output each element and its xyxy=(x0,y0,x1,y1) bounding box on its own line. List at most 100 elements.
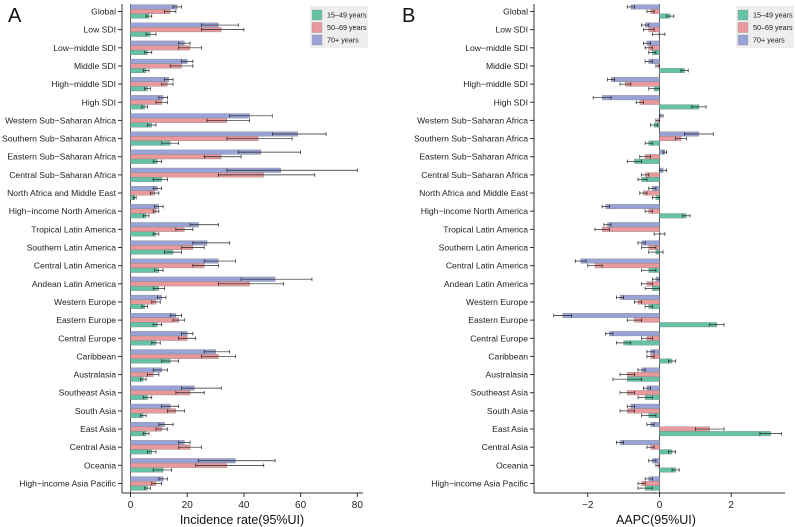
y-tick-label: Global xyxy=(503,7,528,17)
y-tick-label: Southern Latin America xyxy=(27,243,117,253)
x-tick-label: 20 xyxy=(182,500,194,511)
y-tick-label: High SDI xyxy=(494,97,528,107)
bar-70plus xyxy=(130,222,199,228)
y-tick-label: Western Europe xyxy=(466,297,528,307)
y-tick-label: East Asia xyxy=(80,424,116,434)
bar-15-49 xyxy=(659,213,687,219)
x-tick-label: 0 xyxy=(128,500,134,511)
bar-70plus xyxy=(605,204,660,210)
legend-label: 15–49 years xyxy=(753,11,793,20)
bar-70plus xyxy=(607,222,660,228)
y-tick-label: Caribbean xyxy=(488,351,528,361)
bar-70plus xyxy=(130,331,188,337)
y-tick-label: High SDI xyxy=(82,97,116,107)
y-tick-label: Eastern Sub−Saharan Africa xyxy=(7,152,116,162)
bar-70plus xyxy=(130,294,162,300)
legend-label: 15–49 years xyxy=(327,11,367,20)
y-tick-label: Eastern Europe xyxy=(468,315,528,325)
bar-70plus xyxy=(130,440,185,446)
bar-70plus xyxy=(610,77,660,82)
bar-70plus xyxy=(619,440,660,446)
bar-70plus xyxy=(580,258,660,264)
y-tick-label: Eastern Europe xyxy=(56,315,116,325)
panel-label: B xyxy=(402,5,415,27)
panel-a: 0 20 40 60 80 Incidence rate(95%UI) A Global Low… xyxy=(2,4,368,527)
bar-70plus xyxy=(630,4,660,10)
bar-70plus xyxy=(609,331,660,337)
y-tick-label: North Africa and Middle East xyxy=(7,188,117,198)
y-tick-label: Australasia xyxy=(485,370,528,380)
y-tick-label: Australasia xyxy=(73,370,116,380)
y-tick-label: East Asia xyxy=(492,424,528,434)
y-tick-label: Southern Latin America xyxy=(439,243,529,253)
x-tick-label: 0 xyxy=(657,500,663,511)
y-tick-label: Southern Sub−Saharan Africa xyxy=(414,134,528,144)
y-tick-label: Central Asia xyxy=(70,442,117,452)
x-tick-label: −2 xyxy=(582,500,594,511)
legend-label: 50–69 years xyxy=(753,23,793,32)
legend: 15–49 years 50–69 years 70+ years xyxy=(736,6,794,48)
bar-70plus xyxy=(619,294,660,300)
y-tick-label: North Africa and Middle East xyxy=(419,188,529,198)
y-tick-label: Southeast Asia xyxy=(59,388,117,398)
bar-15-49 xyxy=(659,322,718,328)
legend-swatch xyxy=(311,34,323,46)
legend: 15–49 years 50–69 years 70+ years xyxy=(310,6,368,48)
y-tick-label: Southeast Asia xyxy=(471,388,529,398)
bar-70plus xyxy=(130,313,177,318)
bar-15-49 xyxy=(659,431,771,437)
bar-50-69 xyxy=(601,226,660,232)
y-tick-label: High−income North America xyxy=(9,206,116,216)
legend-swatch xyxy=(737,34,749,46)
bar-50-69 xyxy=(594,263,660,269)
y-tick-label: High−income Asia Pacific xyxy=(19,479,116,489)
legend-label: 50–69 years xyxy=(327,23,367,32)
y-tick-label: High−income Asia Pacific xyxy=(431,479,528,489)
y-tick-label: Tropical Latin America xyxy=(443,224,528,234)
bar-50-69 xyxy=(130,317,179,323)
bar-70plus xyxy=(130,349,216,355)
y-tick-label: Central Sub−Saharan Africa xyxy=(421,170,528,180)
y-tick-label: Low−middle SDI xyxy=(53,43,116,53)
x-tick-label: 2 xyxy=(728,500,734,511)
y-tick-label: Eastern Sub−Saharan Africa xyxy=(419,152,528,162)
bar-70plus xyxy=(562,313,660,318)
y-tick-label: Central Latin America xyxy=(34,261,116,271)
y-tick-label: Western Sub−Saharan Africa xyxy=(417,115,528,125)
legend-swatch xyxy=(737,9,749,21)
bar-70plus xyxy=(630,403,660,409)
y-tick-label: South Asia xyxy=(487,406,528,416)
x-tick-label: 40 xyxy=(238,500,250,511)
y-tick-label: Central Europe xyxy=(58,333,116,343)
y-tick-label: Low−middle SDI xyxy=(465,43,528,53)
bar-70plus xyxy=(130,4,178,10)
legend-swatch xyxy=(311,22,323,33)
bar-15-49 xyxy=(130,231,157,237)
y-tick-label: Central Asia xyxy=(482,442,529,452)
y-tick-label: Oceania xyxy=(84,460,116,470)
y-tick-label: Western Europe xyxy=(54,297,116,307)
y-tick-label: Central Europe xyxy=(470,333,528,343)
bar-50-69 xyxy=(130,208,157,214)
y-tick-label: High−income North America xyxy=(421,206,528,216)
x-tick-label: 80 xyxy=(352,500,364,511)
x-axis-title: AAPC(95%UI) xyxy=(616,513,696,527)
y-tick-label: Global xyxy=(91,7,116,17)
y-tick-label: High−middle SDI xyxy=(51,79,116,89)
legend-label: 70+ years xyxy=(327,36,359,45)
x-axis-title: Incidence rate(95%UI) xyxy=(180,513,304,527)
legend-label: 70+ years xyxy=(753,36,785,45)
y-tick-label: Western Sub−Saharan Africa xyxy=(5,115,116,125)
y-tick-label: Central Sub−Saharan Africa xyxy=(9,170,116,180)
y-tick-label: Tropical Latin America xyxy=(31,224,116,234)
y-tick-label: Andean Latin America xyxy=(444,279,528,289)
y-tick-label: Low SDI xyxy=(84,25,116,35)
y-tick-label: Southern Sub−Saharan Africa xyxy=(2,134,116,144)
y-tick-label: Middle SDI xyxy=(486,61,528,71)
y-tick-label: Low SDI xyxy=(496,25,528,35)
bar-70plus xyxy=(130,40,185,46)
y-tick-label: High−middle SDI xyxy=(463,79,528,89)
panel-b: −2 0 2 AAPC(95%UI) B Global Low SDI Low−middle … xyxy=(402,4,794,527)
legend-swatch xyxy=(311,9,323,21)
